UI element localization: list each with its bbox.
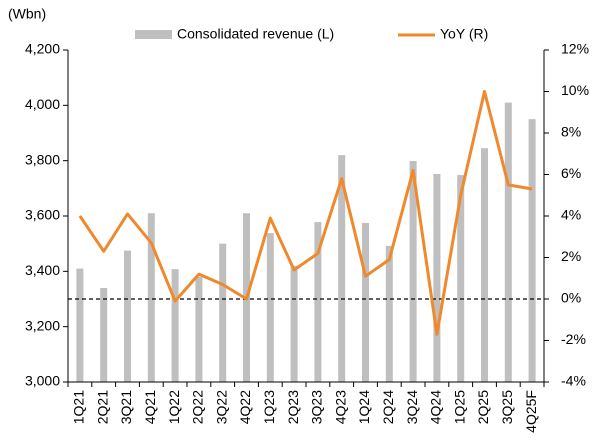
bar	[409, 160, 417, 382]
x-tick-label: 1Q21	[71, 390, 87, 424]
y-tick-label: 3,600	[25, 207, 60, 223]
bar	[528, 119, 536, 383]
x-tick-label: 2Q24	[380, 390, 396, 424]
bar	[219, 243, 227, 382]
y2-tick-label: 4%	[561, 207, 581, 223]
x-tick-label: 4Q23	[332, 390, 348, 424]
x-tick-label: 4Q24	[428, 390, 444, 424]
x-tick-label: 2Q23	[285, 390, 301, 424]
y2-tick-label: 8%	[561, 124, 581, 140]
bar	[338, 155, 346, 382]
x-tick-label: 2Q25	[475, 390, 491, 424]
x-tick-label: 2Q21	[94, 390, 110, 424]
y-tick-label: 3,400	[25, 262, 60, 278]
bar	[76, 268, 84, 382]
y-tick-label: 4,000	[25, 96, 60, 112]
x-tick-label: 1Q23	[261, 390, 277, 424]
y2-tick-label: 0%	[561, 290, 581, 306]
x-tick-label: 3Q25	[499, 390, 515, 424]
legend-label: YoY (R)	[440, 26, 488, 42]
x-tick-label: 4Q22	[237, 390, 253, 424]
line-series	[78, 90, 533, 336]
bar	[504, 102, 512, 383]
x-tick-label: 3Q22	[213, 390, 229, 424]
bar	[385, 245, 393, 382]
y-tick-label: 3,800	[25, 151, 60, 167]
bar	[290, 265, 298, 382]
bar	[314, 222, 322, 382]
bar	[481, 148, 488, 382]
x-tick-label: 1Q22	[166, 390, 182, 424]
y2-tick-label: 12%	[561, 41, 589, 57]
y2-tick-label: 10%	[561, 82, 589, 98]
x-tick-label: 1Q25	[451, 390, 467, 424]
bar	[457, 175, 465, 382]
y-tick-label: 3,000	[25, 373, 60, 389]
y2-tick-label: 6%	[561, 165, 581, 181]
legend-swatch	[135, 30, 172, 39]
bar	[171, 269, 179, 382]
bar	[266, 233, 274, 382]
y-tick-label: 3,200	[25, 317, 60, 333]
x-tick-label: 1Q24	[356, 390, 372, 424]
bar	[195, 276, 203, 382]
y2-tick-label: 2%	[561, 248, 581, 264]
bar	[147, 213, 155, 382]
x-tick-label: 4Q25F	[523, 390, 539, 433]
x-tick-label: 2Q22	[190, 390, 206, 424]
x-tick-label: 3Q21	[118, 390, 134, 424]
x-tick-label: 3Q23	[309, 390, 325, 424]
y2-tick-label: -4%	[561, 373, 586, 389]
unit-label: (Wbn)	[8, 6, 46, 22]
legend-label: Consolidated revenue (L)	[177, 26, 334, 42]
x-tick-label: 3Q24	[404, 390, 420, 424]
bar	[100, 287, 108, 382]
bar	[362, 222, 369, 382]
x-tick-label: 4Q21	[142, 390, 158, 424]
bar	[124, 250, 131, 382]
y2-tick-label: -2%	[561, 331, 586, 347]
bar	[433, 173, 441, 382]
y-tick-label: 4,200	[25, 41, 60, 57]
